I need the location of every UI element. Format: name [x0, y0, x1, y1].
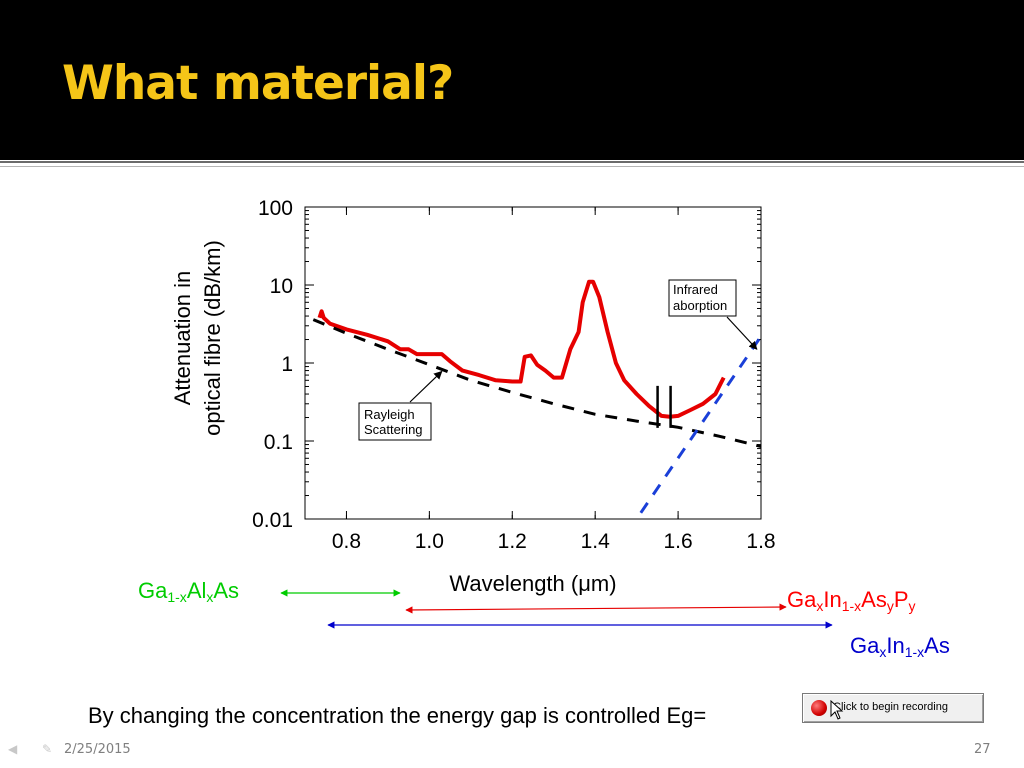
y-tick-label: 1: [281, 353, 293, 376]
y-axis-label: Attenuation in optical fibre (dB/km): [170, 240, 225, 436]
slide-date: 2/25/2015: [64, 742, 131, 757]
previous-slide-icon[interactable]: ◀: [8, 742, 18, 756]
rayleigh-annotation-text: Rayleigh Scattering: [364, 407, 423, 437]
pen-icon[interactable]: ✎: [42, 742, 53, 756]
slide-number: 27: [974, 742, 991, 757]
y-tick-label: 0.1: [264, 431, 293, 454]
bottom-text: By changing the concentration the energy…: [88, 703, 707, 728]
rayleigh-annotation-arrow: [409, 370, 443, 403]
title-divider: [0, 161, 1024, 163]
infrared-annotation-text: Infrared aborption: [673, 282, 727, 313]
infrared-line: [639, 335, 763, 514]
infrared-annotation-arrow: [726, 316, 758, 350]
label-gaalas: Ga1-xAlxAs: [138, 578, 240, 605]
title-divider-thin: [0, 166, 1024, 167]
y-tick-label: 10: [270, 275, 293, 298]
x-tick-label: 0.8: [332, 530, 361, 553]
x-tick-label: 1.2: [498, 530, 527, 553]
infrared-annotation-box: [668, 279, 737, 317]
rayleigh-line: [312, 318, 762, 448]
x-tick-label: 1.4: [581, 530, 611, 553]
record-icon: [811, 700, 827, 716]
plot-frame: [304, 206, 762, 520]
slide-title: What material?: [62, 56, 454, 111]
record-label: Click to begin recording: [833, 701, 948, 713]
label-gainas: GaxIn1-xAs: [850, 633, 950, 660]
label-gainasp: GaxIn1-xAsyPy: [787, 587, 916, 614]
x-tick-label: 1.0: [415, 530, 444, 553]
x-tick-label: 1.8: [746, 530, 775, 553]
title-bar: [0, 0, 1024, 160]
mouse-cursor-icon: [830, 700, 844, 720]
rayleigh-annotation-box: [358, 402, 432, 441]
x-axis-label: Wavelength (μm): [449, 571, 616, 596]
gainasp-range-arrow: [405, 603, 787, 614]
attenuation-curve: [317, 279, 726, 419]
x-tick-label: 1.6: [663, 530, 692, 553]
y-tick-label: 0.01: [252, 509, 293, 532]
y-tick-label: 100: [258, 197, 293, 220]
